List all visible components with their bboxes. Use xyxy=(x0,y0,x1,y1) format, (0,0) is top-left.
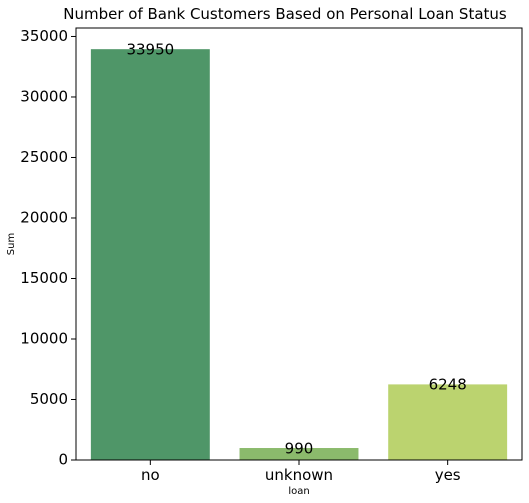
x-tick-label-unknown: unknown xyxy=(265,466,333,484)
x-tick-label-yes: yes xyxy=(435,466,461,484)
data-label-unknown: 990 xyxy=(285,439,314,457)
y-tick-label: 35000 xyxy=(20,27,68,45)
x-axis: no unknown yes xyxy=(141,460,461,484)
y-tick-label: 25000 xyxy=(20,148,68,166)
x-tick-label-no: no xyxy=(141,466,160,484)
x-axis-label: loan xyxy=(288,486,309,497)
plot-area: 33950 990 6248 xyxy=(90,40,508,460)
y-tick-label: 15000 xyxy=(20,269,68,287)
data-label-no: 33950 xyxy=(126,40,174,58)
y-axis: 0 5000 10000 15000 20000 25000 30000 35000 xyxy=(20,27,76,469)
y-tick-label: 20000 xyxy=(20,208,68,226)
y-tick-label: 5000 xyxy=(30,390,68,408)
bar-unknown xyxy=(239,448,359,460)
chart-title: Number of Bank Customers Based on Person… xyxy=(63,5,507,23)
y-tick-label: 30000 xyxy=(20,87,68,105)
data-label-yes: 6248 xyxy=(429,376,467,394)
bar-no xyxy=(90,49,210,460)
y-tick-label: 0 xyxy=(58,451,68,469)
y-axis-label: Sum xyxy=(6,233,17,255)
y-tick-label: 10000 xyxy=(20,329,68,347)
bar-yes xyxy=(388,384,508,460)
